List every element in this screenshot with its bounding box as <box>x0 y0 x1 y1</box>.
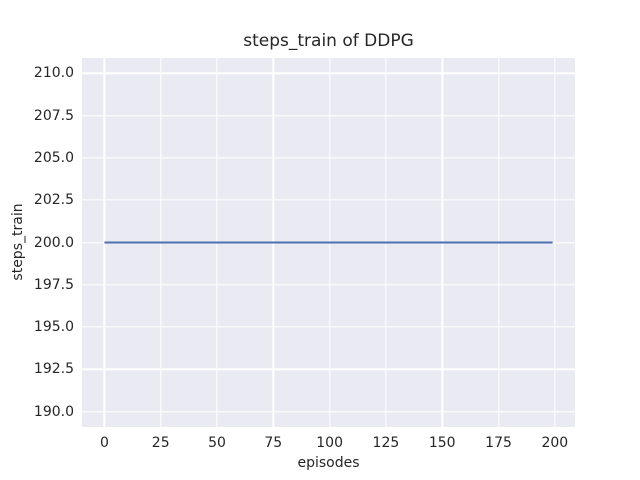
y-tick-label: 207.5 <box>33 107 74 124</box>
y-tick-label: 192.5 <box>33 361 74 378</box>
x-axis-label: episodes <box>297 455 360 471</box>
y-gridline <box>82 157 575 159</box>
x-tick-label: 100 <box>316 435 343 451</box>
y-tick-label: 200.0 <box>33 234 74 251</box>
x-tick-label: 175 <box>485 435 512 451</box>
y-tick-label: 190.0 <box>33 403 74 420</box>
x-tick-label: 200 <box>541 435 569 451</box>
x-tick-label: 125 <box>372 435 400 451</box>
y-gridline <box>82 114 575 117</box>
y-gridline <box>82 411 575 413</box>
y-tick-label: 205.0 <box>33 149 74 166</box>
y-tick-label: 210.0 <box>33 65 74 82</box>
plot-area: 0 25 50 75 100 125 150 175 200 190.0 192.5 195.0 197… <box>34 58 575 450</box>
y-gridline <box>82 326 575 328</box>
y-gridline <box>82 368 575 371</box>
x-tick-label: 50 <box>208 435 226 451</box>
x-tick-label: 25 <box>151 435 170 451</box>
x-tick-label: 150 <box>428 435 456 451</box>
y-gridline <box>82 199 575 201</box>
chart-title: steps_train of DDPG <box>243 31 414 51</box>
y-gridline <box>82 284 575 286</box>
y-gridline <box>82 72 575 74</box>
y-axis-label: steps_train <box>10 203 26 281</box>
y-tick-label: 202.5 <box>33 192 74 209</box>
line-layer <box>104 241 553 244</box>
x-tick-label: 0 <box>99 435 109 451</box>
y-tick-label: 195.0 <box>33 319 74 336</box>
x-tick-label: 75 <box>264 435 283 451</box>
y-tick-label: 197.5 <box>33 276 74 293</box>
